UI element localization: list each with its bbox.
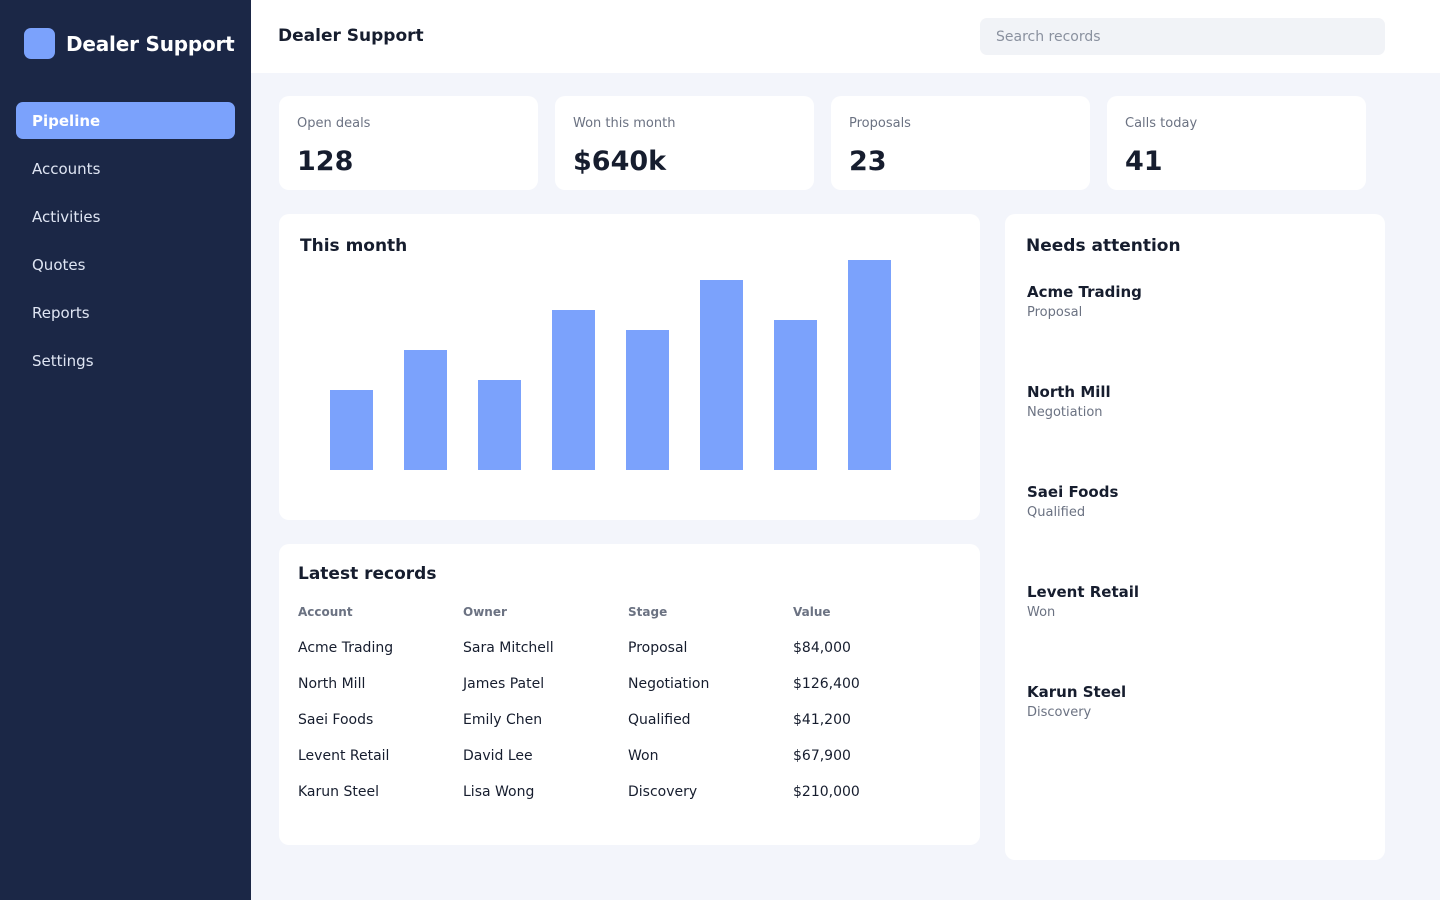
top-bar: Dealer Support <box>251 0 1440 73</box>
attention-item-name[interactable]: Acme Trading <box>1027 283 1142 301</box>
cell-stage: Proposal <box>628 640 688 656</box>
chart-bar <box>330 390 373 470</box>
attention-item-stage: Won <box>1027 605 1056 620</box>
column-header-value: Value <box>793 605 831 619</box>
stat-card-open-deals: Open deals 128 <box>279 96 538 190</box>
stat-label: Won this month <box>573 116 676 131</box>
sidebar-item-accounts[interactable]: Accounts <box>32 159 101 178</box>
cell-account: Karun Steel <box>298 784 379 800</box>
cell-value: $210,000 <box>793 784 860 800</box>
attention-item-name[interactable]: North Mill <box>1027 383 1111 401</box>
sidebar-item-pipeline[interactable]: Pipeline <box>16 102 235 139</box>
records-panel: Latest records Account Owner Stage Value… <box>279 544 980 845</box>
cell-value: $67,900 <box>793 748 851 764</box>
cell-stage: Won <box>628 748 659 764</box>
chart-bar <box>404 350 447 470</box>
stat-card-proposals: Proposals 23 <box>831 96 1090 190</box>
attention-item-stage: Proposal <box>1027 305 1083 320</box>
chart-bar <box>848 260 891 470</box>
brand: Dealer Support <box>24 28 235 59</box>
attention-item-stage: Discovery <box>1027 705 1092 720</box>
chart-bar <box>774 320 817 470</box>
cell-owner: Lisa Wong <box>463 784 535 800</box>
sidebar-item-settings[interactable]: Settings <box>32 351 94 370</box>
attention-item-stage: Qualified <box>1027 505 1086 520</box>
column-header-owner: Owner <box>463 605 507 619</box>
stat-label: Calls today <box>1125 116 1198 131</box>
stat-value: $640k <box>573 146 667 177</box>
chart-title: This month <box>300 236 408 256</box>
cell-stage: Discovery <box>628 784 698 800</box>
cell-owner: Emily Chen <box>463 712 543 728</box>
chart-panel: This month <box>279 214 980 520</box>
cell-stage: Qualified <box>628 712 691 728</box>
sidebar-item-reports[interactable]: Reports <box>32 303 90 322</box>
cell-owner: Sara Mitchell <box>463 640 554 656</box>
chart-bar <box>700 280 743 470</box>
column-header-account: Account <box>298 605 353 619</box>
attention-panel: Needs attention Acme Trading Proposal No… <box>1005 214 1385 860</box>
attention-item-name[interactable]: Karun Steel <box>1027 683 1127 701</box>
cell-account: Acme Trading <box>298 640 394 656</box>
column-header-stage: Stage <box>628 605 668 619</box>
cell-account: North Mill <box>298 676 366 692</box>
attention-item-name[interactable]: Saei Foods <box>1027 483 1119 501</box>
page-title: Dealer Support <box>278 26 424 46</box>
stat-card-calls-today: Calls today 41 <box>1107 96 1366 190</box>
chart-bar <box>478 380 521 470</box>
cell-value: $41,200 <box>793 712 851 728</box>
cell-value: $126,400 <box>793 676 860 692</box>
cell-stage: Negotiation <box>628 676 710 692</box>
cell-account: Saei Foods <box>298 712 374 728</box>
sidebar-item-quotes[interactable]: Quotes <box>32 255 86 274</box>
sidebar-nav: Pipeline Accounts Activities Quotes Repo… <box>16 102 235 390</box>
cell-account: Levent Retail <box>298 748 390 764</box>
attention-item-stage: Negotiation <box>1027 405 1103 420</box>
chart-bar <box>626 330 669 470</box>
cell-owner: David Lee <box>463 748 533 764</box>
sidebar-item-activities[interactable]: Activities <box>32 207 101 226</box>
brand-name: Dealer Support <box>66 31 235 56</box>
records-title: Latest records <box>298 564 437 584</box>
chart-bar <box>552 310 595 470</box>
sidebar: Dealer Support Pipeline Accounts Activit… <box>0 0 251 900</box>
logo-icon <box>24 28 55 59</box>
attention-title: Needs attention <box>1026 236 1181 256</box>
attention-item-name[interactable]: Levent Retail <box>1027 583 1140 601</box>
stat-label: Proposals <box>849 116 911 131</box>
stat-value: 128 <box>297 146 354 177</box>
stat-value: 41 <box>1125 146 1163 177</box>
search-input[interactable] <box>980 18 1385 55</box>
cell-owner: James Patel <box>463 676 545 692</box>
stat-label: Open deals <box>297 116 371 131</box>
cell-value: $84,000 <box>793 640 851 656</box>
stat-card-won-this-month: Won this month $640k <box>555 96 814 190</box>
stat-value: 23 <box>849 146 887 177</box>
